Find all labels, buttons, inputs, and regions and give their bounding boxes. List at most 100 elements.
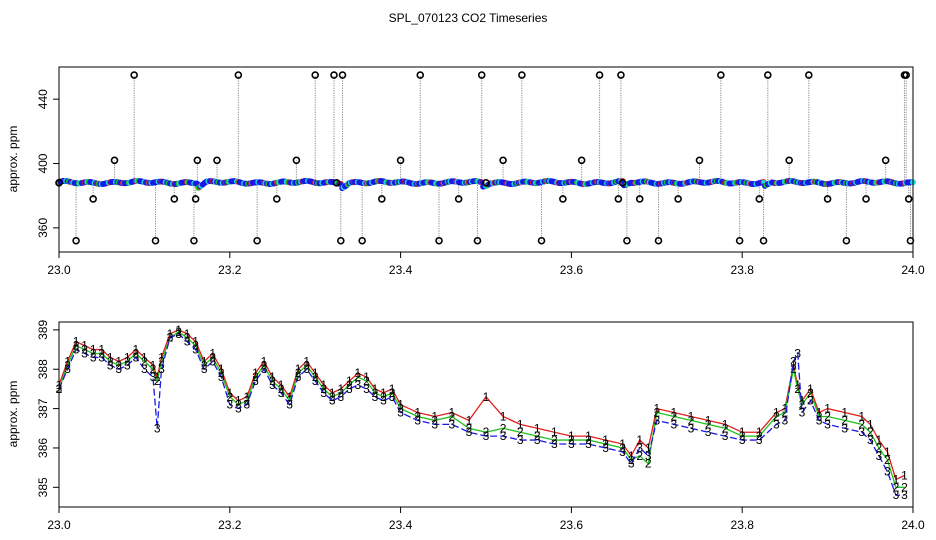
top-spike-marker: [193, 156, 202, 165]
top-spike-marker: [902, 71, 910, 79]
top-spike-marker: [454, 195, 463, 203]
bottom-panel-ylabel: approx. ppm: [6, 381, 20, 448]
series-1-label: 1: [226, 386, 233, 400]
series-2-label: 2: [81, 343, 88, 357]
series-2-label: 2: [184, 331, 191, 345]
series-1-label: 1: [133, 343, 140, 357]
series-3-label: 3: [794, 346, 801, 360]
bottom-ytick-label: 389: [36, 320, 50, 340]
series-1-label: 1: [337, 382, 344, 396]
series-2-label: 2: [782, 406, 789, 420]
series-1-label: 1: [901, 469, 908, 483]
series-2-label: 2: [389, 386, 396, 400]
series-1-label: 1: [64, 354, 71, 368]
series-1-label: 1: [81, 339, 88, 353]
series-1-label: 1: [98, 343, 105, 357]
series-3-label: 3: [107, 358, 114, 372]
series-1-label: 1: [794, 378, 801, 392]
series-2-label: 2: [901, 480, 908, 494]
series-3-label: 3: [858, 425, 865, 439]
top-spike-marker: [755, 195, 764, 203]
top-spike-marker: [396, 156, 405, 165]
series-1-label: 1: [645, 441, 652, 455]
series-3-label: 3: [448, 417, 455, 431]
series-2-label: 2: [756, 429, 763, 443]
top-spike-marker: [473, 236, 482, 245]
series-3-label: 3: [645, 449, 652, 463]
top-spike-marker: [805, 71, 813, 79]
top-spike-marker: [717, 71, 725, 79]
series-2-label: 2: [363, 374, 370, 388]
top-spike-marker: [213, 156, 221, 165]
top-spike-marker: [674, 195, 682, 203]
series-2-label: 2: [226, 390, 233, 404]
bottom-ytick-label: 387: [36, 398, 50, 418]
series-2-label: 2: [252, 370, 259, 384]
series-3-label: 3: [653, 413, 660, 427]
series-line-1: [58, 329, 905, 481]
series-1-label: 1: [252, 366, 259, 380]
series-1-label: 1: [816, 406, 823, 420]
series-3-label: 3: [252, 374, 259, 388]
series-2-label: 2: [355, 370, 362, 384]
top-spike-marker: [435, 236, 443, 245]
top-spike-marker: [881, 156, 890, 165]
top-spike-marker: [253, 236, 261, 245]
series-3-label: 3: [628, 457, 635, 471]
top-spike-marker: [759, 236, 768, 245]
series-2-label: 2: [64, 358, 71, 372]
series-1-label: 1: [235, 394, 242, 408]
series-2-label: 2: [671, 409, 678, 423]
series-3-label: 3: [141, 362, 148, 376]
top-spike-marker: [499, 156, 507, 165]
series-2-label: 2: [303, 358, 310, 372]
series-2-label: 2: [466, 421, 473, 435]
series-2-label: 2: [90, 346, 97, 360]
series-1-label: 1: [158, 350, 165, 364]
bottom-xtick-label: 23.4: [389, 518, 413, 532]
top-spike-marker: [635, 195, 644, 203]
top-spike-marker: [862, 195, 870, 203]
series-3-label: 3: [816, 413, 823, 427]
series-1-label: 1: [773, 406, 780, 420]
top-spike-marker: [614, 195, 623, 203]
series-3-label: 3: [619, 445, 626, 459]
series-3-label: 3: [568, 437, 575, 451]
series-1-label: 1: [875, 433, 882, 447]
top-spike-marker: [190, 236, 198, 245]
top-spike-marker: [89, 195, 97, 203]
series-1-label: 1: [534, 421, 541, 435]
series-3-label: 3: [688, 421, 695, 435]
top-spike-marker: [272, 195, 281, 203]
series-1-label: 1: [448, 406, 455, 420]
series-2-label: 2: [824, 409, 831, 423]
series-1-label: 1: [397, 398, 404, 412]
series-2-label: 2: [218, 366, 225, 380]
series-1-label: 1: [389, 382, 396, 396]
series-3-label: 3: [329, 394, 336, 408]
series-2-label: 2: [107, 354, 114, 368]
top-xtick-label: 23.4: [389, 263, 413, 277]
series-2-label: 2: [628, 453, 635, 467]
bottom-xtick-label: 23.6: [560, 518, 584, 532]
series-2-label: 2: [235, 398, 242, 412]
top-spike-marker: [735, 236, 744, 245]
series-3-label: 3: [261, 362, 268, 376]
top-spike-marker: [695, 156, 704, 165]
series-3-label: 3: [483, 429, 490, 443]
series-3-label: 3: [73, 343, 80, 357]
top-spike-marker: [292, 156, 301, 165]
top-spike-marker: [170, 195, 179, 203]
series-2-label: 2: [807, 386, 814, 400]
series-1-label: 1: [124, 350, 131, 364]
series-1-label: 1: [867, 417, 874, 431]
top-spike-marker: [477, 71, 486, 79]
series-1-label: 1: [893, 472, 900, 486]
top-spike-marker: [234, 71, 243, 79]
series-2-label: 2: [372, 386, 379, 400]
top-panel-ylabel: approx. ppm: [6, 126, 20, 193]
series-1-label: 1: [414, 406, 421, 420]
series-1-label: 1: [73, 335, 80, 349]
